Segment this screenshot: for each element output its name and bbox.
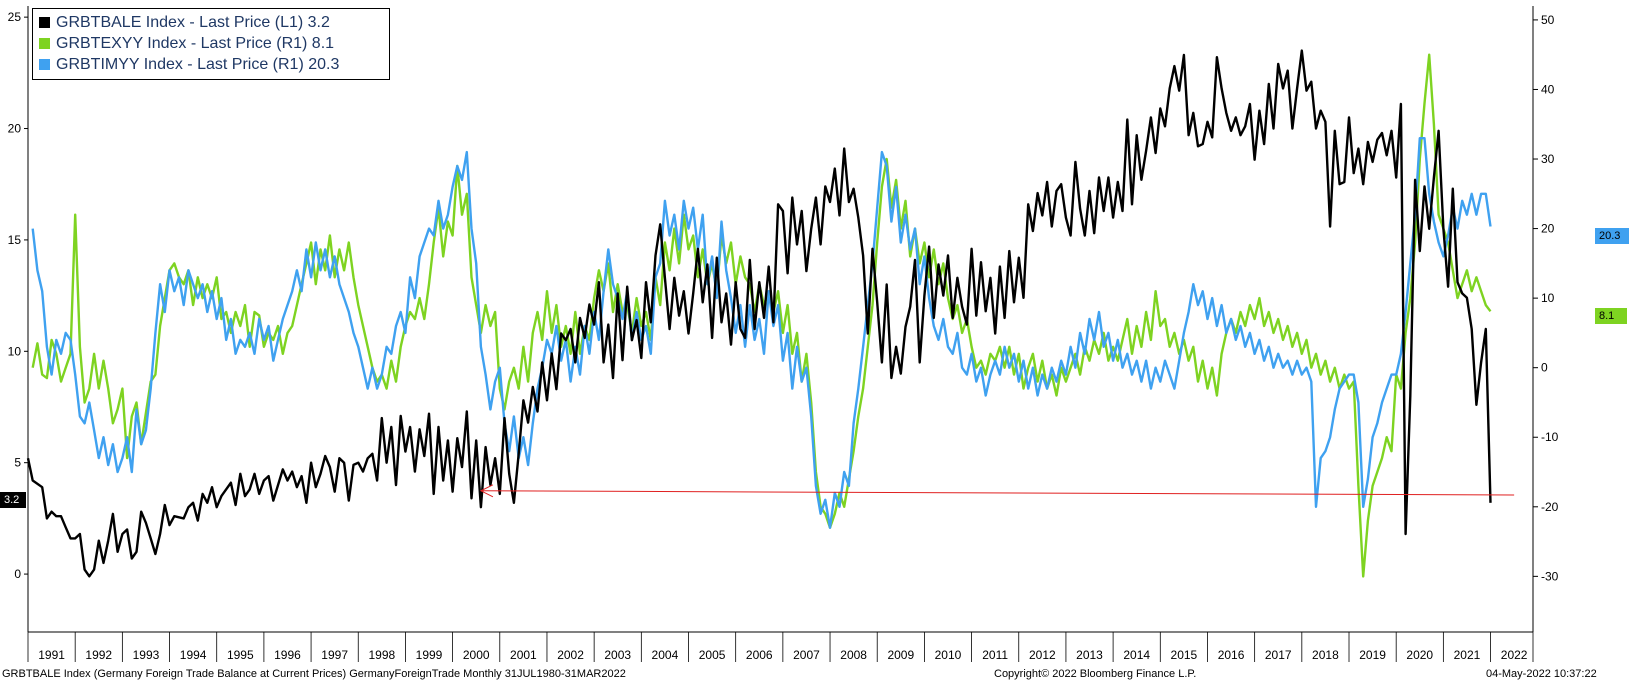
left-tick-label: 20 bbox=[8, 122, 22, 136]
right-tick-label: 20 bbox=[1541, 222, 1555, 236]
annotation-arrow-line bbox=[480, 490, 1515, 496]
left-tick-label: 10 bbox=[8, 344, 22, 358]
x-tick-label: 2018 bbox=[1312, 648, 1339, 662]
x-tick-label: 1993 bbox=[133, 648, 160, 662]
right-tick-label: -30 bbox=[1541, 569, 1559, 583]
x-tick-label: 2013 bbox=[1076, 648, 1103, 662]
x-tick-label: 2000 bbox=[463, 648, 490, 662]
left-tick-label: 25 bbox=[8, 10, 22, 24]
x-tick-label: 2010 bbox=[935, 648, 962, 662]
x-tick-label: 1998 bbox=[368, 648, 395, 662]
x-tick-label: 1996 bbox=[274, 648, 301, 662]
x-tick-label: 1991 bbox=[38, 648, 65, 662]
x-tick-label: 2003 bbox=[604, 648, 631, 662]
x-tick-label: 2008 bbox=[840, 648, 867, 662]
x-tick-label: 2011 bbox=[982, 648, 1008, 662]
footer-copyright: Copyright© 2022 Bloomberg Finance L.P. bbox=[994, 668, 1197, 680]
left-tick-label: 5 bbox=[14, 456, 21, 470]
right-tick-label: 30 bbox=[1541, 152, 1555, 166]
right-blue-last-value-tag: 20.3 bbox=[1595, 228, 1629, 244]
annotation-layer bbox=[479, 484, 1515, 498]
x-tick-label: 2021 bbox=[1454, 648, 1481, 662]
series-line-grbtexyy bbox=[31, 53, 1492, 578]
right-tick-label: 10 bbox=[1541, 291, 1555, 305]
legend-label: GRBTEXYY Index - Last Price (R1) 8.1 bbox=[56, 34, 335, 52]
x-tick-label: 2001 bbox=[510, 648, 537, 662]
x-tick-label: 2002 bbox=[557, 648, 584, 662]
legend-swatch-blue bbox=[39, 59, 50, 70]
x-tick-label: 2019 bbox=[1359, 648, 1386, 662]
left-tick-label: 0 bbox=[14, 567, 21, 581]
legend-swatch-green bbox=[39, 38, 50, 49]
x-tick-label: 1999 bbox=[416, 648, 443, 662]
x-tick-label: 2004 bbox=[652, 648, 679, 662]
x-tick-label: 2012 bbox=[1029, 648, 1056, 662]
x-tick-label: 2006 bbox=[746, 648, 773, 662]
left-tick-label: 15 bbox=[8, 233, 22, 247]
legend-item-balance: GRBTBALE Index - Last Price (L1) 3.2 bbox=[39, 12, 383, 33]
x-tick-label: 2017 bbox=[1265, 648, 1292, 662]
legend: GRBTBALE Index - Last Price (L1) 3.2 GRB… bbox=[32, 8, 390, 80]
axes-layer: 0 5 10 15 20 25 -30 -20 -10 0 10 20 30 40 50 1991 1992 19… bbox=[8, 6, 1559, 662]
legend-swatch-black bbox=[39, 17, 50, 28]
x-tick-label: 2005 bbox=[699, 648, 726, 662]
footer-timestamp: 04-May-2022 10:37:22 bbox=[1486, 668, 1597, 680]
right-tick-label: 50 bbox=[1541, 13, 1555, 27]
x-tick-label: 2015 bbox=[1171, 648, 1198, 662]
x-tick-label: 2022 bbox=[1501, 648, 1528, 662]
x-tick-label: 2009 bbox=[887, 648, 914, 662]
series-line-grbtbale bbox=[26, 49, 1492, 578]
right-tick-label: -10 bbox=[1541, 430, 1559, 444]
x-tick-label: 2014 bbox=[1123, 648, 1150, 662]
series-line-grbtimyy bbox=[31, 137, 1492, 529]
x-tick-label: 2020 bbox=[1406, 648, 1433, 662]
x-tick-label: 1994 bbox=[180, 648, 207, 662]
series-layer bbox=[26, 49, 1492, 578]
right-tick-label: 0 bbox=[1541, 361, 1548, 375]
footer-source: GRBTBALE Index (Germany Foreign Trade Ba… bbox=[2, 668, 626, 680]
right-green-last-value-tag: 8.1 bbox=[1595, 308, 1627, 324]
x-tick-label: 1992 bbox=[85, 648, 112, 662]
legend-item-imports: GRBTIMYY Index - Last Price (R1) 20.3 bbox=[39, 54, 383, 75]
x-tick-label: 1997 bbox=[321, 648, 348, 662]
right-tick-label: 40 bbox=[1541, 82, 1555, 96]
legend-item-exports: GRBTEXYY Index - Last Price (R1) 8.1 bbox=[39, 33, 383, 54]
right-tick-label: -20 bbox=[1541, 500, 1559, 514]
legend-label: GRBTIMYY Index - Last Price (R1) 20.3 bbox=[56, 55, 340, 73]
left-last-value-tag: 3.2 bbox=[0, 492, 26, 508]
annotation-arrow-head bbox=[479, 484, 494, 498]
x-tick-label: 1995 bbox=[227, 648, 254, 662]
legend-label: GRBTBALE Index - Last Price (L1) 3.2 bbox=[56, 13, 330, 31]
x-tick-label: 2016 bbox=[1218, 648, 1245, 662]
x-tick-label: 2007 bbox=[793, 648, 820, 662]
